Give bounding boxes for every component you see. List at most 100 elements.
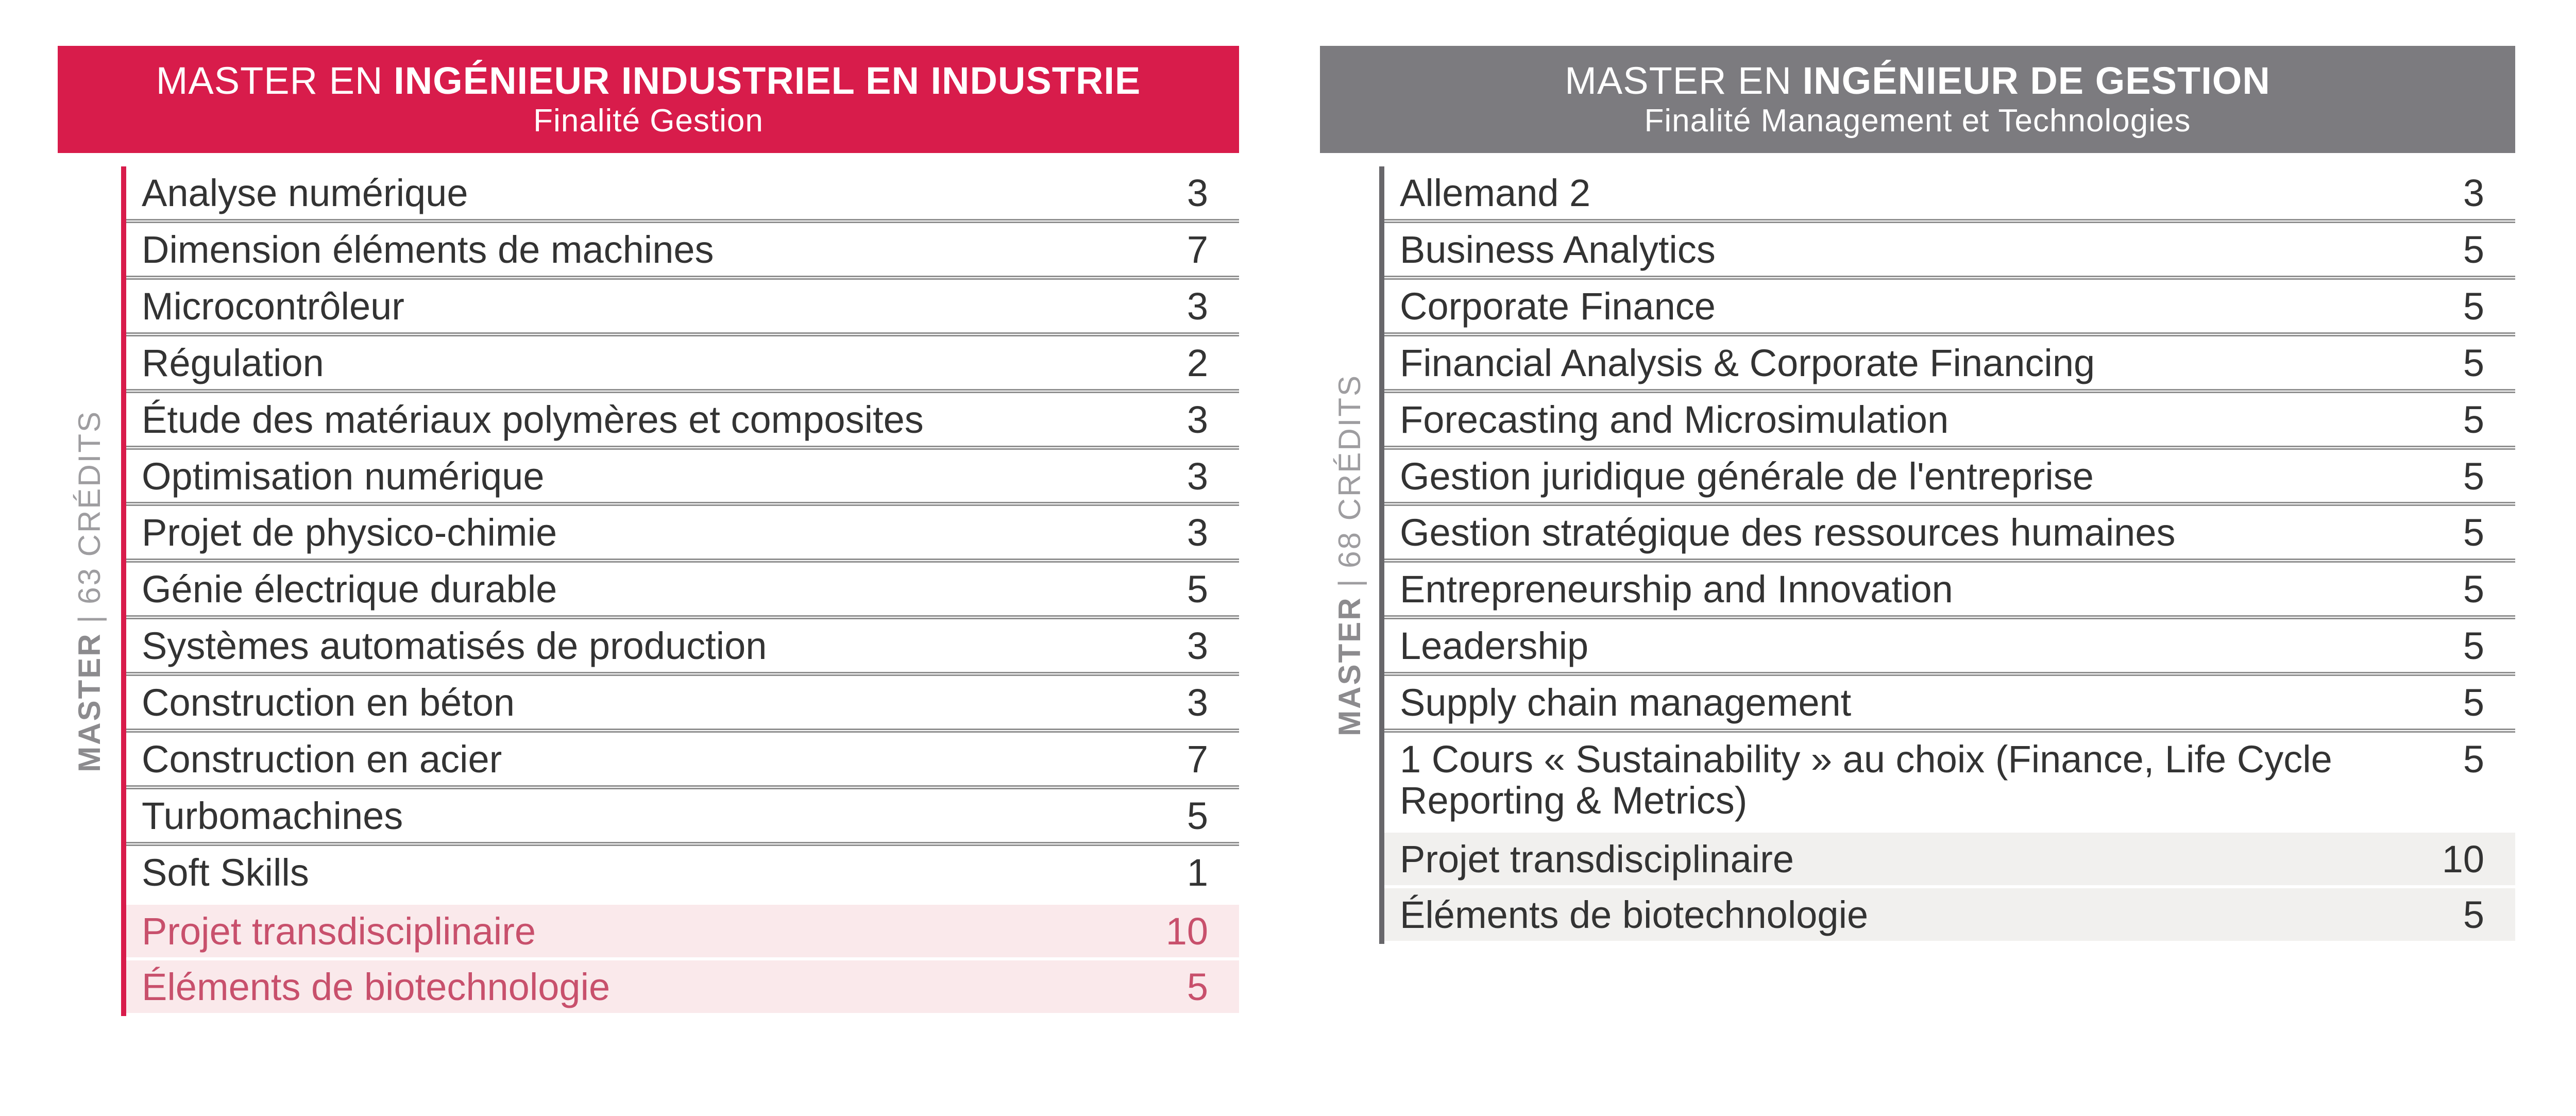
table-title-prefix: MASTER EN — [156, 59, 383, 102]
course-row: Dimension éléments de machines 7 — [126, 223, 1239, 280]
table-body: MASTER | 68 CRÉDITS Allemand 2 3 Business An… — [1320, 166, 2515, 944]
course-name: Éléments de biotechnologie — [1400, 893, 1869, 936]
course-credits: 5 — [1187, 965, 1208, 1008]
course-credits: 5 — [2463, 341, 2484, 384]
course-credits: 5 — [2463, 454, 2484, 498]
table-title: MASTER EN INGÉNIEUR DE GESTION — [1565, 62, 2270, 100]
course-name: Gestion stratégique des ressources humai… — [1400, 511, 2176, 554]
course-row: Allemand 2 3 — [1384, 166, 2515, 223]
course-credits: 5 — [2463, 228, 2484, 271]
course-credits: 5 — [2463, 893, 2484, 936]
course-name: Entrepreneurship and Innovation — [1400, 568, 1953, 611]
course-credits: 1 — [1187, 851, 1208, 894]
course-name: Leadership — [1400, 624, 1589, 668]
course-credits: 3 — [1187, 681, 1208, 724]
table-title: MASTER EN INGÉNIEUR INDUSTRIEL EN INDUSTR… — [156, 62, 1141, 100]
course-credits: 7 — [1187, 228, 1208, 271]
course-row: Soft Skills 1 — [126, 846, 1239, 905]
course-name: Projet transdisciplinaire — [1400, 837, 1794, 881]
course-name: Systèmes automatisés de production — [142, 624, 767, 668]
credits-side-label: MASTER | 63 CRÉDITS — [58, 166, 121, 1016]
course-credits: 2 — [1187, 341, 1208, 384]
credits-side-label-text: MASTER | 63 CRÉDITS — [72, 410, 107, 772]
course-row: Supply chain management 5 — [1384, 676, 2515, 733]
course-row: Entrepreneurship and Innovation 5 — [1384, 563, 2515, 620]
course-credits: 10 — [2442, 837, 2484, 881]
course-name: Forecasting and Microsimulation — [1400, 398, 1949, 441]
table-subtitle: Finalité Management et Technologies — [1644, 103, 2191, 139]
course-name: Turbomachines — [142, 794, 403, 837]
course-row: 1 Cours « Sustainability » au choix (Fin… — [1384, 733, 2515, 833]
course-name: Supply chain management — [1400, 681, 1852, 724]
course-credits: 3 — [1187, 284, 1208, 328]
course-row: Microcontrôleur 3 — [126, 279, 1239, 336]
course-row: Éléments de biotechnologie 5 — [1384, 888, 2515, 944]
course-name: Étude des matériaux polymères et composi… — [142, 398, 924, 441]
course-name: Allemand 2 — [1400, 172, 1591, 214]
course-credits: 5 — [2463, 681, 2484, 724]
side-label-separator: | — [1332, 577, 1367, 587]
side-label-credits: 68 CRÉDITS — [1332, 374, 1367, 568]
course-credits: 3 — [1187, 624, 1208, 668]
side-label-program: MASTER — [1332, 596, 1367, 736]
course-row: Gestion stratégique des ressources humai… — [1384, 506, 2515, 563]
course-row: Construction en acier 7 — [126, 733, 1239, 789]
course-credits: 3 — [1187, 172, 1208, 214]
course-row: Étude des matériaux polymères et composi… — [126, 393, 1239, 450]
course-name: Business Analytics — [1400, 228, 1716, 271]
course-credits: 5 — [2463, 738, 2484, 781]
course-row: Turbomachines 5 — [126, 789, 1239, 846]
table-subtitle: Finalité Gestion — [533, 103, 764, 139]
course-name: Éléments de biotechnologie — [142, 965, 611, 1008]
course-row: Gestion juridique générale de l'entrepri… — [1384, 449, 2515, 506]
course-name: Projet de physico-chimie — [142, 511, 557, 554]
credits-side-label-text: MASTER | 68 CRÉDITS — [1332, 374, 1367, 736]
table-body: MASTER|63 CRÉDITS Analyse numérique 3 Dime… — [58, 166, 1239, 1016]
course-credits: 5 — [2463, 511, 2484, 554]
course-row: Éléments de biotechnologie 5 — [126, 960, 1239, 1016]
side-label-credits: 63 CRÉDITS — [72, 410, 107, 604]
course-credits: 3 — [1187, 398, 1208, 441]
course-row: Génie électrique durable 5 — [126, 563, 1239, 620]
course-row: Projet transdisciplinaire 10 — [126, 904, 1239, 960]
course-credits: 10 — [1165, 909, 1208, 953]
course-row: Leadership 5 — [1384, 619, 2515, 677]
course-credits: 3 — [2463, 172, 2484, 214]
course-name: Optimisation numérique — [142, 454, 545, 498]
course-credits: 5 — [2463, 284, 2484, 328]
course-name: Construction en acier — [142, 738, 502, 781]
course-name: Gestion juridique générale de l'entrepri… — [1400, 454, 2094, 498]
course-credits: 3 — [1187, 454, 1208, 498]
course-row: Construction en béton 3 — [126, 676, 1239, 733]
side-label-program: MASTER — [72, 632, 107, 772]
course-name: Projet transdisciplinaire — [142, 909, 536, 953]
course-credits: 5 — [2463, 624, 2484, 668]
course-credits: 5 — [2463, 568, 2484, 611]
course-name: Analyse numérique — [142, 172, 468, 214]
table-title-bold: INGÉNIEUR DE GESTION — [1802, 59, 2270, 102]
course-name: Dimension éléments de machines — [142, 228, 714, 271]
course-credits: 7 — [1187, 738, 1208, 781]
course-row: Projet transdisciplinaire 10 — [1384, 832, 2515, 888]
course-credits: 5 — [1187, 568, 1208, 611]
course-row: Business Analytics 5 — [1384, 223, 2515, 280]
course-name: Microcontrôleur — [142, 284, 404, 328]
course-name: Régulation — [142, 341, 324, 384]
table-title-prefix: MASTER EN — [1565, 59, 1792, 102]
table-master-ingenieur-industriel: MASTER EN INGÉNIEUR INDUSTRIEL EN INDUSTR… — [58, 46, 1239, 1016]
course-credits: 5 — [2463, 398, 2484, 441]
course-credits: 3 — [1187, 511, 1208, 554]
course-row: Optimisation numérique 3 — [126, 449, 1239, 506]
table-header-gestion: MASTER EN INGÉNIEUR DE GESTION Finalité M… — [1320, 46, 2515, 153]
course-name: Corporate Finance — [1400, 284, 1716, 328]
course-row: Corporate Finance 5 — [1384, 279, 2515, 336]
course-name: Soft Skills — [142, 851, 309, 894]
course-credits: 5 — [1187, 794, 1208, 837]
course-rows: Analyse numérique 3 Dimension éléments de … — [121, 166, 1239, 1016]
course-name: Financial Analysis & Corporate Financing — [1400, 341, 2095, 384]
course-row: Analyse numérique 3 — [126, 166, 1239, 223]
course-row: Forecasting and Microsimulation 5 — [1384, 393, 2515, 450]
credits-side-label: MASTER | 68 CRÉDITS — [1320, 166, 1379, 944]
course-rows: Allemand 2 3 Business Analytics 5 Corporate … — [1379, 166, 2515, 944]
